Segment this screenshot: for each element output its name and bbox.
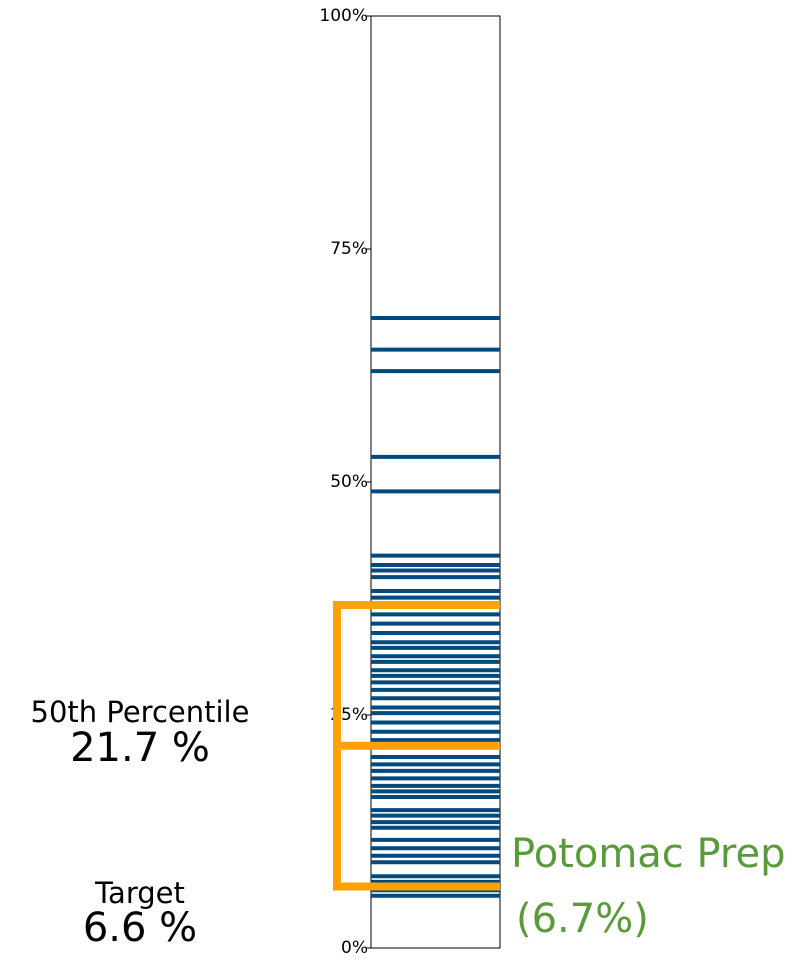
y-tick-label: 0% bbox=[341, 938, 368, 958]
target-label: Target bbox=[94, 876, 185, 910]
highlight-label: Potomac Prep bbox=[511, 831, 786, 877]
median-label: 50th Percentile bbox=[31, 695, 250, 729]
y-tick-label: 100% bbox=[319, 6, 368, 26]
y-tick-label: 50% bbox=[330, 472, 368, 492]
highlight-value-label: (6.7%) bbox=[516, 896, 649, 942]
median-value-label: 21.7 % bbox=[70, 725, 210, 771]
target-value-label: 6.6 % bbox=[83, 905, 197, 951]
y-tick-label: 75% bbox=[330, 239, 368, 259]
